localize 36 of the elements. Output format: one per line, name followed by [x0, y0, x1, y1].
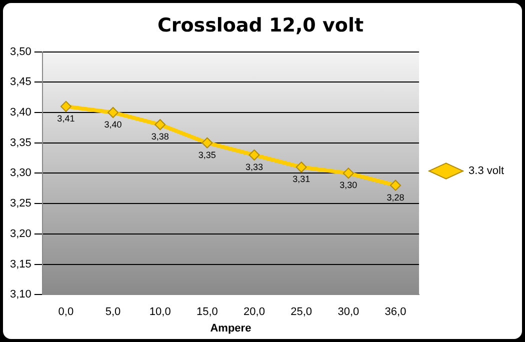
x-tick-label: 0,0	[58, 306, 74, 318]
data-label: 3,38	[151, 132, 169, 142]
data-label: 3,33	[245, 162, 264, 172]
point	[60, 100, 72, 112]
data-label: 3,30	[340, 180, 358, 190]
point	[342, 168, 354, 179]
point	[248, 149, 260, 160]
point	[296, 162, 307, 173]
data-label: 3,40	[104, 119, 122, 130]
legend-label: 3.3 volt	[468, 165, 504, 178]
y-tick-label: 3,15	[10, 258, 32, 270]
y-tick-label: 3,30	[10, 167, 32, 180]
x-axis-title: Ampere	[210, 322, 252, 334]
data-label: 3,31	[292, 174, 310, 184]
point	[202, 137, 213, 148]
point	[390, 180, 401, 191]
x-tick-label: 10,0	[149, 306, 171, 318]
x-tick-label: 15,0	[196, 306, 218, 318]
data-label: 3,28	[386, 192, 404, 202]
y-tick-label: 3,40	[10, 106, 32, 119]
data-label: 3,41	[57, 113, 75, 124]
data-label: 3,35	[198, 150, 216, 160]
x-tick-label: 20,0	[244, 306, 265, 318]
y-tick-label: 3,25	[10, 198, 32, 210]
x-tick-label: 5,0	[105, 306, 121, 318]
y-tick-label: 3,50	[10, 46, 32, 58]
x-tick-label: 30,0	[338, 306, 360, 318]
point	[108, 107, 119, 118]
x-tick-label: 36,0	[384, 306, 406, 318]
y-tick-label: 3,20	[10, 228, 32, 240]
x-tick-label: 25,0	[290, 306, 312, 318]
chart-title: Crossload 12,0 volt	[157, 14, 364, 36]
point	[154, 119, 166, 130]
y-tick-label: 3,35	[10, 136, 32, 149]
y-tick-label: 3,45	[10, 76, 32, 88]
y-tick-label: 3,10	[10, 288, 32, 301]
